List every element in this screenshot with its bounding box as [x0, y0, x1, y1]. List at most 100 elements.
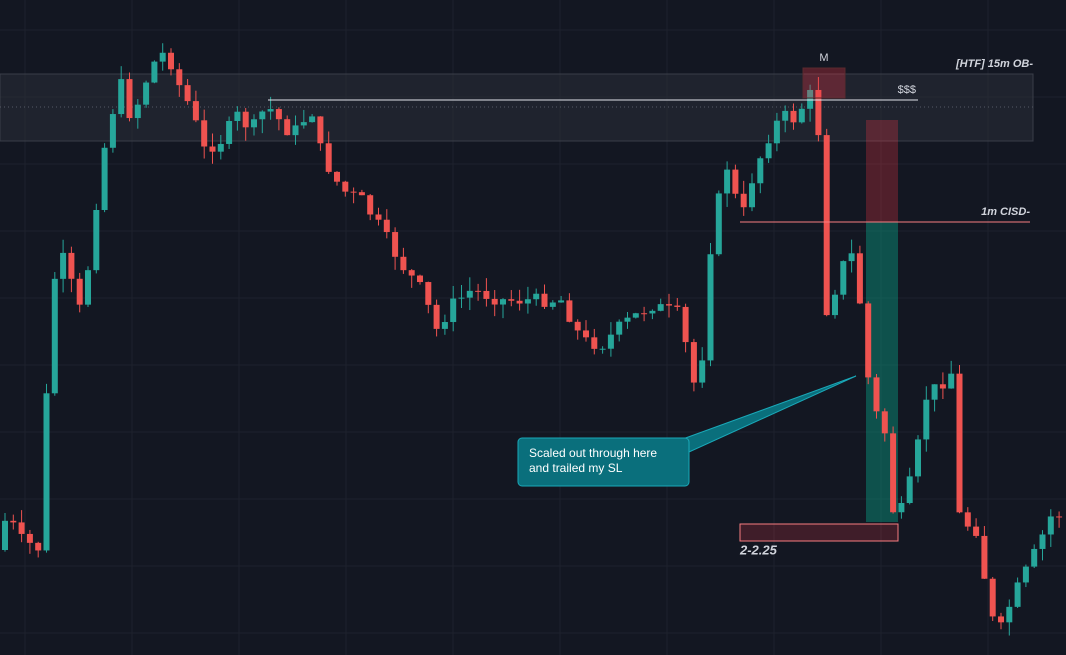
- candle-body: [798, 108, 805, 123]
- cisd-label: 1m CISD-: [981, 206, 1030, 218]
- candle-body: [168, 52, 174, 70]
- candle-body: [300, 122, 307, 126]
- candles: [2, 43, 1063, 636]
- candle-body: [143, 82, 150, 105]
- candle-body: [848, 253, 855, 262]
- candle-body: [740, 193, 747, 208]
- candle-body: [906, 476, 913, 504]
- candle-body: [865, 303, 872, 378]
- target-box: [739, 523, 899, 542]
- candle-body: [599, 348, 606, 350]
- candle-body: [674, 305, 681, 307]
- candle-body: [292, 125, 299, 136]
- candle-body: [35, 542, 42, 551]
- candle-body: [491, 298, 498, 305]
- candle-body: [226, 121, 233, 144]
- candle-body: [85, 270, 91, 305]
- candle-body: [964, 512, 971, 527]
- candle-body: [989, 578, 996, 617]
- candle-body: [267, 109, 274, 112]
- candle-body: [574, 321, 581, 331]
- candle-body: [251, 119, 257, 128]
- target-label: 2-2.25: [739, 542, 778, 557]
- candle-body: [118, 79, 125, 115]
- candle-body: [342, 181, 349, 192]
- candle-body: [973, 526, 980, 536]
- candle-body: [184, 85, 191, 102]
- candle-body: [591, 337, 598, 349]
- candle-body: [956, 373, 963, 513]
- callout-line: Scaled out through here: [529, 446, 657, 460]
- candle-body: [334, 171, 340, 182]
- candle-body: [533, 293, 540, 300]
- candle-body: [624, 317, 631, 322]
- candle-body: [234, 111, 241, 122]
- candle-body: [151, 61, 158, 83]
- pattern-label: M: [819, 52, 828, 64]
- candle-body: [881, 411, 888, 434]
- candle-body: [417, 275, 423, 283]
- candle-body: [159, 52, 166, 62]
- candle-body: [815, 89, 822, 136]
- candle-body: [699, 360, 706, 383]
- candle-body: [242, 111, 249, 128]
- candle-body: [923, 399, 930, 440]
- candle-body: [176, 69, 183, 86]
- liquidity-label: $$$: [898, 84, 916, 96]
- candle-body: [358, 192, 365, 196]
- candle-body: [433, 304, 440, 329]
- candle-body: [690, 342, 697, 383]
- candle-body: [109, 114, 116, 148]
- candle-body: [749, 183, 755, 208]
- candle-body: [450, 298, 457, 323]
- candle-body: [309, 116, 316, 123]
- stop-zone: [866, 120, 898, 222]
- candle-body: [657, 304, 664, 311]
- candle-body: [998, 616, 1004, 623]
- candle-body: [475, 290, 482, 292]
- candle-body: [350, 191, 357, 193]
- candle-body: [425, 282, 432, 305]
- candle-body: [732, 169, 739, 194]
- candle-body: [807, 89, 814, 109]
- callout-line: and trailed my SL: [529, 461, 623, 475]
- zone-label: [HTF] 15m OB-: [955, 58, 1033, 70]
- candle-body: [915, 439, 921, 477]
- candle-body: [201, 120, 208, 147]
- candle-body: [1056, 516, 1063, 518]
- candle-body: [60, 252, 67, 279]
- candle-body: [508, 299, 515, 301]
- candle-body: [773, 120, 780, 144]
- candle-body: [616, 321, 623, 335]
- candle-body: [400, 256, 407, 271]
- candle-body: [782, 110, 789, 121]
- candle-body: [126, 79, 133, 119]
- candle-body: [26, 533, 33, 543]
- m-pattern-box: [802, 67, 846, 99]
- candle-body: [375, 214, 382, 220]
- candle-body: [549, 302, 556, 307]
- candle-body: [93, 209, 100, 271]
- candle-body: [583, 330, 589, 338]
- candle-body: [757, 158, 764, 184]
- candle-body: [765, 143, 772, 159]
- candle-body: [939, 384, 946, 389]
- candle-body: [18, 522, 25, 534]
- candle-body: [466, 290, 473, 298]
- candle-body: [76, 278, 83, 305]
- candle-body: [890, 433, 897, 513]
- candle-body: [1006, 606, 1013, 623]
- candle-body: [209, 146, 216, 152]
- candle-body: [325, 143, 332, 172]
- candle-body: [632, 313, 639, 318]
- candle-body: [524, 299, 531, 304]
- candle-body: [840, 261, 847, 295]
- candle-body: [641, 313, 648, 315]
- candle-body: [715, 193, 722, 255]
- candle-body: [541, 293, 548, 307]
- candle-body: [43, 393, 50, 551]
- candle-body: [217, 143, 224, 152]
- candle-body: [68, 252, 75, 279]
- candle-body: [259, 111, 266, 120]
